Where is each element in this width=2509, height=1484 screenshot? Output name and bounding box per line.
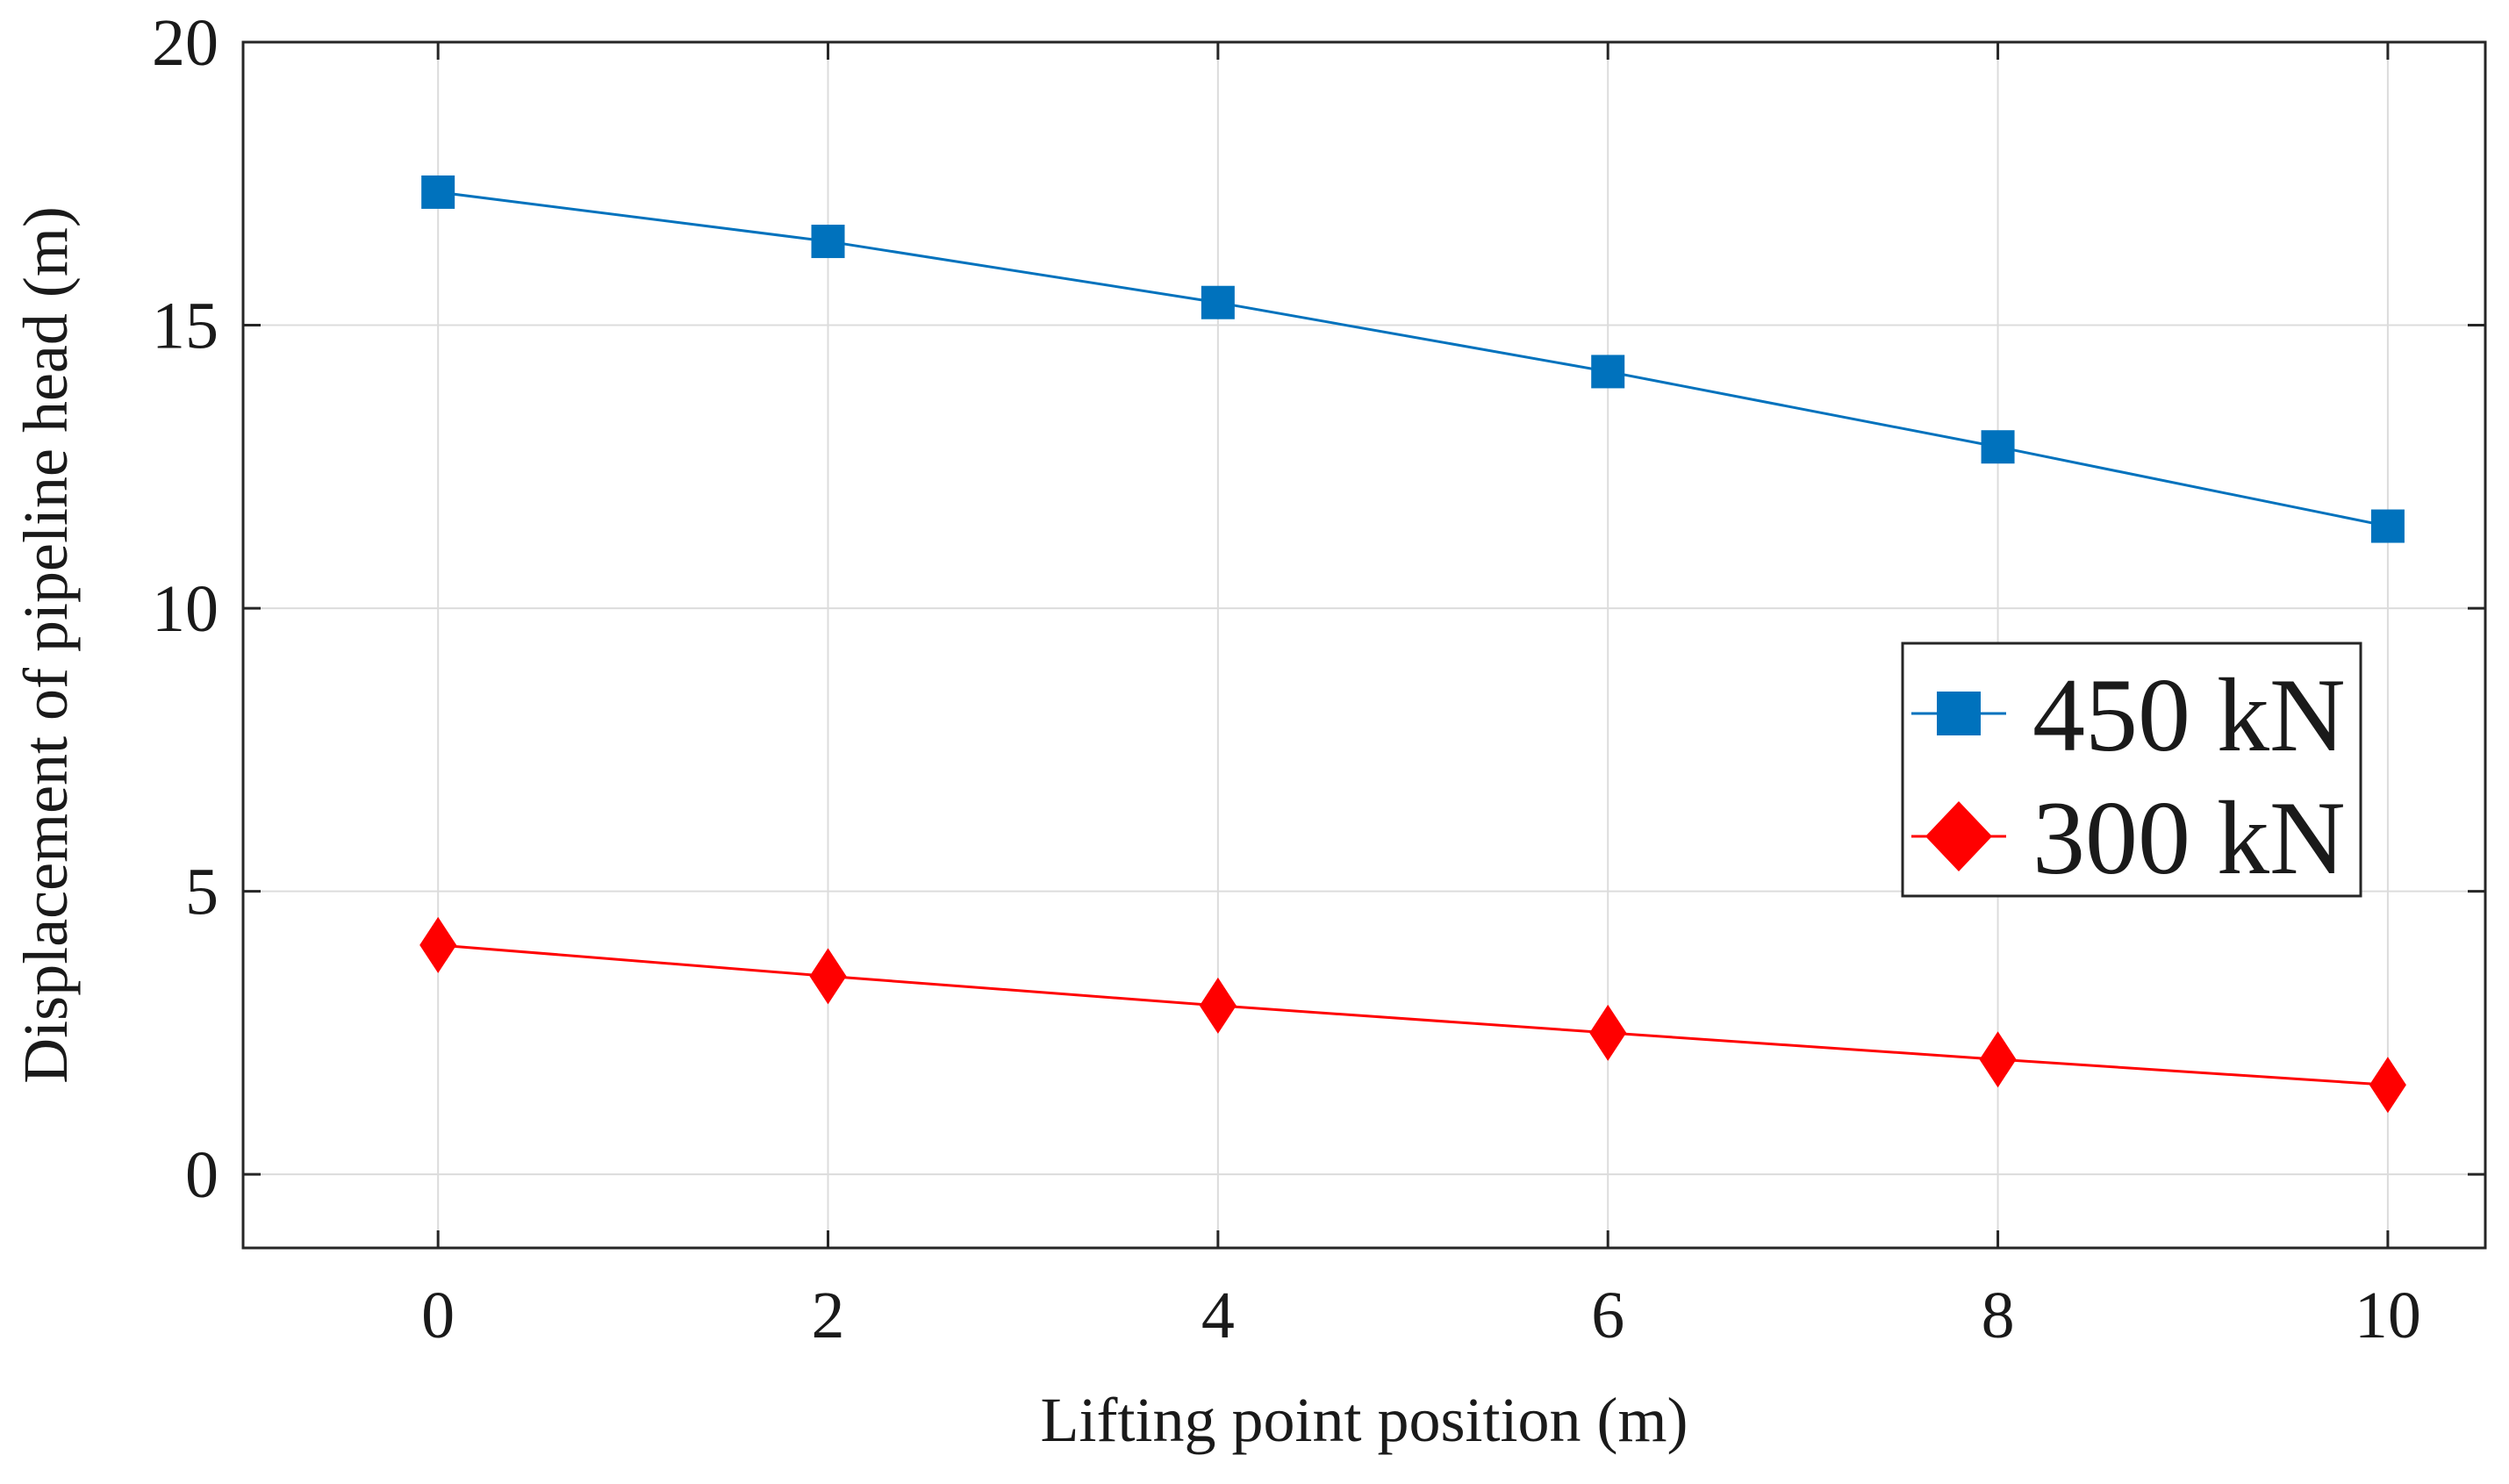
data-point-square — [1591, 355, 1625, 389]
data-point-square — [811, 225, 845, 259]
plot-frame — [241, 40, 2487, 1250]
series-line-450-kn — [437, 190, 2389, 528]
x-tick-label: 10 — [2355, 1279, 2421, 1352]
data-point-diamond — [2369, 1057, 2406, 1114]
legend-diamond-marker — [1925, 801, 1992, 871]
data-point-diamond — [1199, 977, 1237, 1034]
y-tick-label: 20 — [152, 6, 219, 80]
data-point-square — [1201, 285, 1235, 319]
series-layer — [419, 175, 2406, 1114]
y-axis-label: Displacement of pipeline head (m) — [11, 206, 81, 1084]
x-tick-label: 2 — [812, 1279, 845, 1352]
y-tick-label: 10 — [152, 572, 219, 646]
x-tick-label: 8 — [1982, 1279, 2015, 1352]
y-tick-label: 0 — [185, 1138, 219, 1212]
legend-square-marker — [1937, 692, 1981, 735]
data-point-square — [1981, 430, 2015, 464]
series-line-300-kn — [438, 943, 2389, 1086]
legend-entry-label: 300 kN — [2032, 779, 2346, 896]
y-tick-label: 15 — [152, 290, 219, 363]
x-tick-label: 4 — [1201, 1279, 1235, 1352]
data-point-square — [421, 175, 455, 209]
data-point-diamond — [419, 916, 457, 973]
x-tick-label: 0 — [421, 1279, 455, 1352]
data-point-diamond — [1589, 1004, 1627, 1061]
data-point-diamond — [1979, 1031, 2017, 1088]
x-axis-label: Lifting point position (m) — [1041, 1385, 1688, 1455]
axes: 0 2 4 6 8 10 0 5 10 15 20 Lifting point position (m… — [11, 6, 2487, 1455]
data-point-square — [2370, 509, 2405, 543]
data-point-diamond — [809, 948, 847, 1005]
x-tick-label: 6 — [1591, 1279, 1624, 1352]
legend-box — [1901, 642, 2362, 898]
y-tick-label: 5 — [185, 856, 219, 929]
legend-entry-label: 450 kN — [2032, 656, 2346, 773]
